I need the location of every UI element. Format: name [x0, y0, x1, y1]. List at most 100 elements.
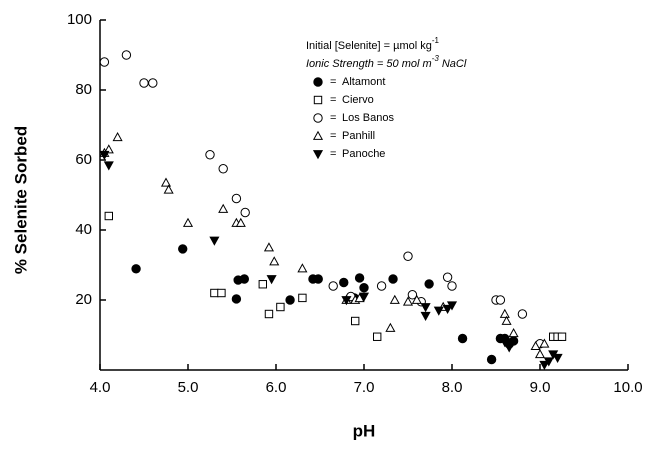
point	[359, 283, 369, 293]
point	[373, 332, 382, 341]
y-tick-label: 40	[75, 221, 92, 238]
point	[354, 273, 365, 283]
point	[446, 301, 458, 311]
point	[182, 217, 194, 227]
legend-label: Altamont	[342, 76, 385, 88]
point	[218, 164, 228, 174]
point	[112, 132, 123, 142]
point	[263, 242, 275, 252]
annotation-superscript: -1	[432, 36, 440, 45]
x-tick-label: 6.0	[266, 379, 287, 396]
legend-separator: =	[330, 148, 336, 160]
point	[407, 290, 418, 300]
x-tick-label: 8.0	[442, 379, 463, 396]
point	[447, 281, 457, 291]
point	[501, 315, 512, 325]
x-tick-label: 4.0	[90, 379, 111, 396]
y-tick-label: 20	[75, 291, 92, 308]
y-tick-label: 80	[75, 81, 92, 98]
point	[205, 150, 215, 160]
legend-separator: =	[330, 76, 336, 88]
point	[269, 256, 280, 266]
x-tick-label: 7.0	[354, 379, 375, 396]
point	[376, 281, 387, 291]
point	[131, 264, 141, 274]
point	[442, 272, 453, 282]
point	[313, 274, 323, 284]
annotation: Initial [Selenite] = µmol kg-1	[306, 36, 440, 52]
point	[354, 293, 365, 303]
x-axis-label: pH	[353, 421, 376, 440]
point	[552, 353, 563, 363]
annotation-text: NaCl	[439, 58, 467, 70]
legend-separator: =	[330, 94, 336, 106]
legend-marker	[313, 113, 323, 123]
point	[539, 360, 550, 370]
point	[403, 251, 413, 261]
point	[231, 294, 242, 304]
point	[442, 304, 453, 314]
legend-marker	[313, 77, 323, 87]
point	[543, 357, 554, 367]
y-tick-label: 60	[75, 151, 92, 168]
annotation-text: Initial [Selenite] = µmol kg	[306, 40, 432, 52]
point	[411, 294, 422, 304]
point	[160, 177, 172, 187]
x-tick-label: 9.0	[530, 379, 551, 396]
y-tick-label: 100	[67, 11, 92, 28]
point	[530, 340, 541, 351]
point	[557, 332, 567, 341]
point	[402, 296, 414, 306]
point	[148, 78, 158, 88]
point	[103, 161, 114, 171]
legend-separator: =	[330, 130, 336, 142]
point	[285, 295, 295, 305]
point	[297, 263, 308, 273]
legend-marker	[313, 95, 323, 105]
point	[539, 338, 550, 348]
point	[217, 288, 226, 298]
point	[341, 296, 352, 306]
point	[258, 280, 268, 289]
point	[358, 292, 370, 302]
legend-label: Los Banos	[342, 112, 394, 124]
x-tick-label: 5.0	[178, 379, 199, 396]
point	[235, 217, 246, 227]
point	[276, 302, 285, 312]
point	[104, 211, 113, 221]
point	[264, 309, 274, 319]
point	[99, 150, 110, 160]
point	[231, 193, 242, 204]
point	[339, 277, 349, 288]
point	[486, 354, 497, 365]
x-tick-label: 10.0	[613, 379, 642, 396]
point	[163, 184, 174, 194]
point	[420, 311, 431, 321]
point	[385, 322, 396, 332]
point	[433, 306, 444, 316]
legend-label: Ciervo	[342, 94, 374, 106]
point	[534, 349, 546, 359]
point	[457, 333, 468, 344]
legend-label: Panoche	[342, 148, 385, 160]
point	[351, 316, 360, 326]
point	[209, 236, 220, 246]
legend-marker	[312, 130, 324, 140]
point	[499, 338, 510, 348]
point	[121, 50, 132, 60]
point	[99, 57, 110, 67]
point	[517, 309, 528, 319]
y-axis-label: % Selenite Sorbed	[11, 126, 30, 274]
point	[389, 294, 400, 304]
point	[504, 343, 515, 353]
annotation-text: Ionic Strength = 50 mol m	[306, 58, 432, 70]
point	[328, 281, 338, 291]
legend-separator: =	[330, 112, 336, 124]
point	[508, 328, 519, 338]
point	[495, 295, 506, 305]
legend-label: Panhill	[342, 130, 375, 142]
annotation: Ionic Strength = 50 mol m-3 NaCl	[306, 54, 467, 70]
point	[388, 274, 398, 284]
annotation-superscript: -3	[432, 54, 440, 63]
